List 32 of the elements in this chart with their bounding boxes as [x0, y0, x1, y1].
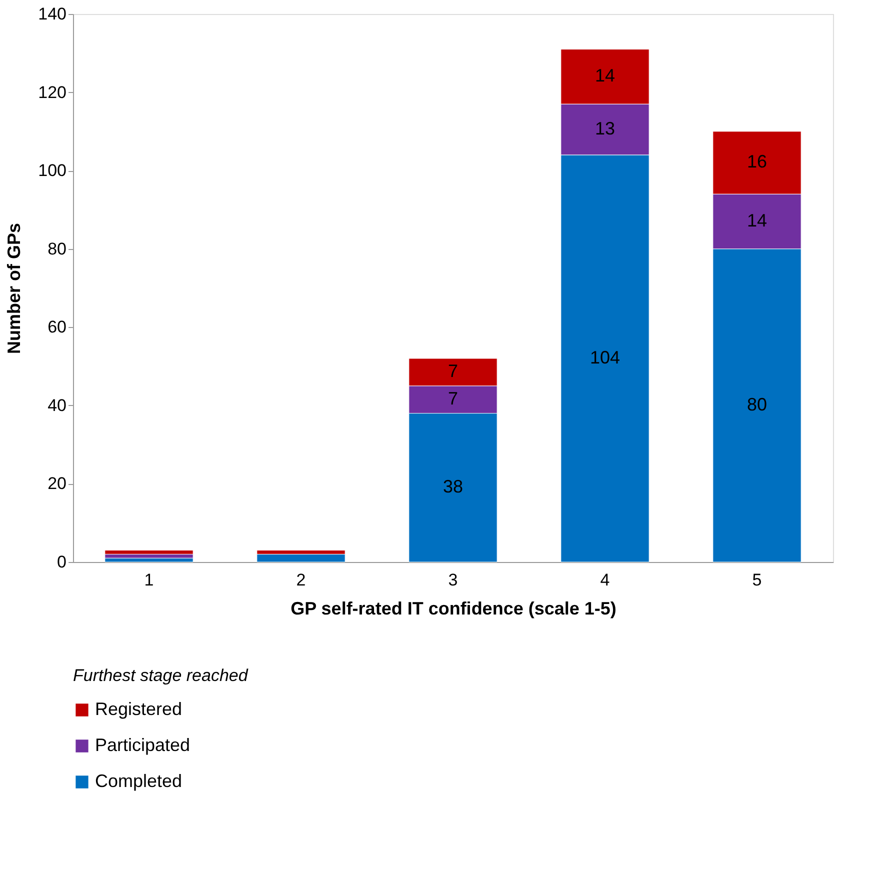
data-label: 7	[448, 388, 458, 409]
legend-title: Furthest stage reached	[73, 666, 248, 685]
y-tick-label: 0	[57, 552, 66, 572]
bar	[104, 554, 194, 558]
data-label: 13	[594, 118, 616, 138]
y-tick-label: 20	[48, 474, 66, 494]
y-tick-label: 40	[48, 396, 66, 415]
data-label: 14	[746, 210, 768, 230]
data-label: 7	[448, 361, 458, 382]
legend-label: Participated	[95, 735, 190, 755]
data-label: 38	[442, 476, 464, 497]
x-tick-label: 1	[144, 570, 154, 590]
bar	[104, 558, 194, 562]
y-tick-label: 120	[38, 82, 66, 102]
x-tick-label: 5	[752, 570, 762, 590]
legend-label: Completed	[95, 771, 182, 791]
legend-label: Registered	[95, 699, 182, 719]
bar	[256, 554, 346, 562]
y-tick-label: 60	[48, 318, 66, 337]
x-axis-title: GP self-rated IT confidence (scale 1-5)	[290, 598, 616, 618]
x-tick-label: 3	[448, 570, 458, 590]
data-label: 104	[590, 347, 620, 368]
x-tick-label: 4	[600, 570, 610, 590]
bar	[104, 550, 194, 554]
data-label: 14	[594, 66, 616, 86]
data-label: 80	[746, 394, 768, 414]
data-label: 16	[746, 152, 768, 172]
y-tick-label: 100	[38, 161, 66, 180]
y-axis-title: Number of GPs	[4, 222, 24, 354]
x-tick-label: 2	[296, 570, 306, 590]
y-tick-label: 80	[48, 239, 66, 258]
y-tick-label: 140	[38, 4, 66, 24]
